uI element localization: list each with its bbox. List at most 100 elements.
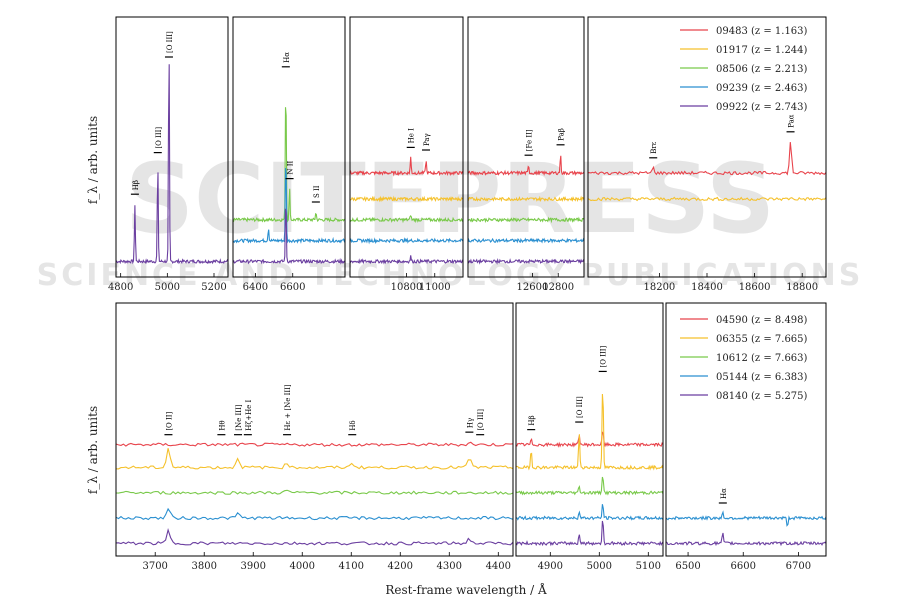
trace-0-0-0 (115, 64, 229, 265)
trace-0-2-2 (349, 214, 464, 224)
line-label-0-1-0: Hα (283, 52, 291, 63)
trace-0-3-0 (467, 155, 585, 177)
line-label-0-3-1: Paβ (558, 128, 566, 141)
x-tick-label-1-0-4: 4100 (339, 561, 364, 572)
trace-0-2-1 (349, 195, 464, 203)
legend-label-0-3: 09239 (z = 2.463) (716, 83, 808, 94)
trace-1-0-2 (115, 489, 514, 495)
x-tick-label-1-2-0: 6500 (675, 561, 700, 572)
legend-label-1-1: 06355 (z = 7.665) (716, 334, 808, 345)
x-tick-label-1-0-6: 4300 (437, 561, 462, 572)
trace-1-0-3 (115, 507, 514, 521)
x-tick-label-0-0-2: 5200 (201, 282, 226, 293)
x-tick-label-0-4-0: 18200 (643, 282, 675, 293)
legend-label-1-2: 10612 (z = 7.663) (716, 353, 808, 364)
line-label-1-2-0: Hα (720, 488, 728, 499)
line-label-1-0-3: Hζ+He I (245, 399, 253, 430)
x-tick-label-1-1-1: 5000 (587, 561, 612, 572)
line-label-0-0-1: [O III] (155, 127, 163, 149)
x-axis-title: Rest-frame wavelength / Å (385, 582, 547, 597)
trace-1-0-0 (115, 441, 514, 447)
y-axis-title-top: f_λ / arb. units (86, 116, 100, 204)
panel-1-1: Hβ [O III] [O III] 4900 5000 5100 (515, 302, 664, 572)
trace-0-4-1 (587, 196, 827, 202)
x-tick-label-1-0-2: 3900 (241, 561, 266, 572)
trace-1-1-1 (515, 393, 664, 471)
x-tick-label-0-0-1: 5000 (155, 282, 180, 293)
x-tick-label-0-4-1: 18400 (691, 282, 723, 293)
x-tick-label-1-2-1: 6600 (731, 561, 756, 572)
panel-0-4: Brε Paα 18200 18400 18600 18800 (587, 16, 827, 293)
trace-1-1-2 (515, 476, 664, 496)
x-tick-label-1-0-3: 4000 (290, 561, 315, 572)
x-tick-label-1-1-2: 5100 (636, 561, 661, 572)
line-label-1-0-1: Hθ (218, 420, 226, 430)
line-label-1-1-2: [O III] (600, 345, 608, 367)
trace-1-1-0 (515, 430, 664, 448)
x-tick-label-1-0-7: 4400 (486, 561, 511, 572)
legend-label-0-4: 09922 (z = 2.743) (716, 102, 808, 113)
panel-frame-1-2 (665, 302, 827, 557)
line-label-1-0-6: Hγ (466, 418, 474, 428)
line-label-1-0-4: Hε + [Ne III] (284, 384, 292, 431)
line-label-1-0-5: Hδ (349, 420, 357, 430)
panel-1-2: Hα 6500 6600 6700 (665, 302, 827, 572)
legend-label-0-1: 01917 (z = 1.244) (716, 45, 808, 56)
plot-layer: Hβ [O III] [O III] 4800 5000 5200 Hα N II S II 64… (108, 16, 827, 572)
trace-0-3-3 (467, 237, 585, 244)
panel-frame-1-0 (115, 302, 514, 557)
line-label-1-1-1: [O III] (576, 396, 584, 418)
x-tick-label-0-1-0: 6400 (243, 282, 268, 293)
watermark-small: SCIENCE AND TECHNOLOGY PUBLICATIONS (37, 258, 864, 293)
x-tick-label-0-4-3: 18800 (786, 282, 818, 293)
line-label-0-1-2: S II (313, 185, 321, 198)
x-tick-label-0-2-1: 11000 (419, 282, 451, 293)
trace-0-1-1 (232, 168, 346, 244)
trace-0-1-0 (232, 107, 346, 223)
line-label-1-0-7: [O III] (477, 409, 485, 431)
trace-1-2-0 (665, 510, 827, 527)
trace-0-2-3 (349, 237, 464, 245)
trace-0-1-2 (232, 208, 346, 265)
legend-label-1-0: 04590 (z = 8.498) (716, 315, 808, 326)
x-tick-label-0-4-2: 18600 (739, 282, 771, 293)
x-tick-label-0-3-0: 12600 (517, 282, 549, 293)
x-tick-label-1-0-0: 3700 (142, 561, 167, 572)
line-label-0-0-2: [O III] (166, 31, 174, 53)
legend-label-1-3: 05144 (z = 6.383) (716, 372, 808, 383)
line-label-0-1-1: N II (287, 160, 295, 174)
trace-1-2-1 (665, 532, 827, 547)
trace-0-3-4 (467, 257, 585, 265)
panel-frame-1-1 (515, 302, 664, 557)
panel-1-0: [O II] Hθ [Ne III] Hζ+He I Hε + [Ne III] Hδ Hγ… (115, 302, 514, 572)
line-label-1-0-0: [O II] (165, 411, 173, 430)
line-label-0-0-0: Hβ (132, 180, 140, 190)
x-tick-label-1-1-0: 4900 (538, 561, 563, 572)
line-label-1-1-0: Hβ (528, 415, 536, 425)
trace-1-1-4 (515, 520, 664, 547)
trace-0-4-0 (588, 142, 827, 176)
legend-label-0-0: 09483 (z = 1.163) (716, 26, 808, 37)
x-tick-label-0-1-1: 6600 (280, 282, 305, 293)
trace-1-1-3 (515, 504, 664, 521)
line-label-0-4-0: Brε (650, 141, 658, 153)
trace-1-0-4 (115, 528, 514, 546)
panel-0-0: Hβ [O III] [O III] 4800 5000 5200 (108, 16, 229, 293)
legend-label-1-4: 08140 (z = 5.275) (716, 391, 808, 402)
line-label-0-4-1: Paα (788, 114, 796, 128)
x-tick-label-0-0-0: 4800 (108, 282, 133, 293)
trace-0-3-1 (467, 195, 585, 203)
legend-label-0-2: 08506 (z = 2.213) (716, 64, 808, 75)
x-tick-label-1-2-2: 6700 (786, 561, 811, 572)
trace-0-2-0 (349, 156, 464, 177)
line-label-1-0-2: [Ne III] (235, 404, 243, 431)
line-label-0-2-1: Paγ (423, 133, 431, 146)
trace-1-0-1 (115, 448, 514, 470)
panel-frame-0-3 (467, 16, 585, 278)
panel-0-1: Hα N II S II 6400 6600 (232, 16, 346, 293)
y-axis-title-bottom: f_λ / arb. units (86, 406, 100, 494)
x-tick-label-1-0-1: 3800 (191, 561, 216, 572)
